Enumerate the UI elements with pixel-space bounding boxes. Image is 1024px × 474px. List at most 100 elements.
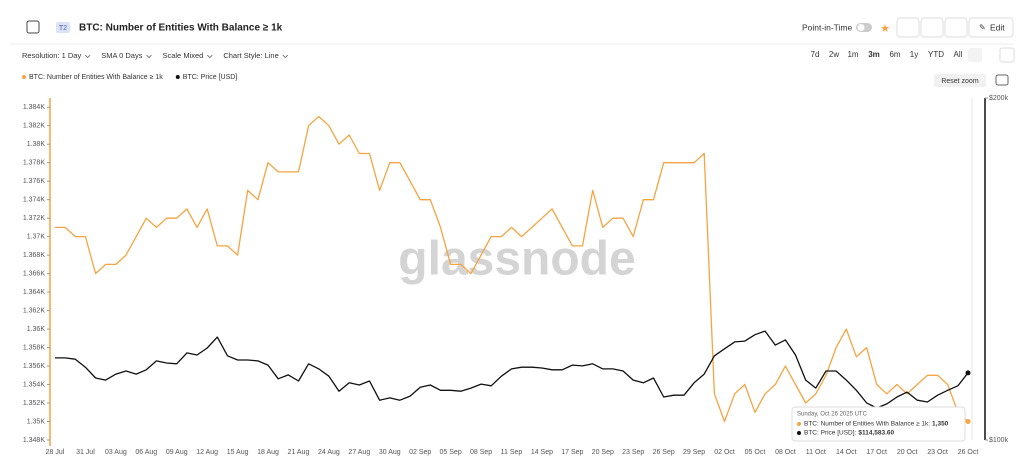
x-tick-label: 24 Aug [318, 449, 340, 456]
x-tick-label: 30 Aug [379, 449, 401, 456]
x-tick-label: 05 Oct [745, 449, 766, 456]
y-tick-label: 1.358K [23, 344, 46, 351]
chevron-icon [207, 54, 213, 59]
hover-point [965, 419, 971, 425]
edit-icon: ✎ [979, 23, 986, 32]
toolbar-control[interactable]: Resolution: 1 Day [22, 51, 81, 60]
x-tick-label: 23 Oct [927, 449, 948, 456]
copy-button[interactable] [944, 17, 968, 38]
sidebar-icon[interactable] [26, 20, 40, 34]
x-tick-label: 15 Aug [227, 449, 249, 456]
tooltip-label: BTC: Number of Entities With Balance ≥ 1… [804, 421, 930, 428]
x-tick-label: 08 Sep [470, 449, 492, 456]
x-tick-label: 29 Sep [683, 449, 705, 456]
x-tick-label: 14 Sep [531, 449, 553, 456]
tooltip-label: BTC: Price [USD]: [804, 430, 857, 437]
y-tick-label: 1.354K [23, 381, 46, 388]
toolbar-control[interactable]: SMA 0 Days [101, 51, 143, 60]
y-tick-label: 1.378K [23, 160, 46, 167]
x-tick-label: 17 Oct [866, 449, 887, 456]
range-button[interactable]: 6m [889, 50, 900, 59]
y-tick-label: 1.352K [23, 400, 46, 407]
tooltip-box [791, 406, 966, 442]
share-button[interactable] [920, 17, 944, 38]
toolbar-control[interactable]: Scale Mixed [162, 51, 203, 60]
badge: T2 [59, 25, 67, 32]
reset-zoom: Reset zoom [941, 78, 979, 85]
y-tick-label: 1.37K [27, 233, 46, 240]
camera-icon[interactable] [995, 74, 1009, 86]
range-button[interactable]: 2w [829, 50, 839, 59]
x-tick-label: 03 Aug [105, 449, 127, 456]
range-button[interactable]: YTD [928, 50, 944, 59]
x-tick-label: 08 Oct [775, 449, 796, 456]
legend-dot [22, 75, 26, 79]
x-tick-label: 02 Sep [409, 449, 431, 456]
range-button[interactable]: 1m [847, 50, 858, 59]
tooltip-dot [797, 422, 801, 426]
chevron-icon [146, 54, 152, 59]
y-tick-label: 1.38K [27, 141, 46, 148]
tooltip-dot [797, 431, 801, 435]
y-tick-label: 1.35K [27, 418, 46, 425]
y-tick-label: 1.374K [23, 197, 46, 204]
x-tick-label: 02 Oct [714, 449, 735, 456]
x-tick-label: 27 Aug [348, 449, 370, 456]
edit-label: Edit [990, 22, 1005, 32]
range-button[interactable]: 7d [811, 50, 820, 59]
x-tick-label: 23 Sep [622, 449, 644, 456]
reset-zoom-bg[interactable] [934, 74, 986, 87]
series-line [55, 115, 969, 423]
x-tick-label: 26 Oct [958, 449, 979, 456]
y2-tick-label: $100k [989, 437, 1009, 444]
y-tick-label: 1.356K [23, 363, 46, 370]
range-button[interactable]: 1y [910, 50, 918, 59]
zoom-select-button[interactable] [968, 48, 982, 62]
tooltip-date: Sunday, Oct 26 2025 UTC [797, 412, 868, 418]
page-title: BTC: Number of Entities With Balance ≥ 1… [79, 23, 283, 34]
badge-bg [56, 22, 70, 33]
x-tick-label: 09 Aug [166, 449, 188, 456]
x-tick-label: 20 Oct [897, 449, 918, 456]
x-tick-label: 28 Jul [46, 449, 65, 456]
y-tick-label: 1.372K [23, 215, 46, 222]
range-button[interactable]: All [954, 50, 963, 59]
watermark: glassnode [398, 233, 635, 286]
toolbar-control[interactable]: Chart Style: Line [223, 51, 278, 60]
range-button[interactable]: 3m [868, 50, 880, 59]
hover-point [965, 370, 971, 376]
x-tick-label: 17 Sep [561, 449, 583, 456]
x-tick-label: 20 Sep [592, 449, 614, 456]
edit-button[interactable] [968, 17, 1014, 38]
y-tick-label: 1.382K [23, 123, 46, 130]
legend-label[interactable]: BTC: Number of Entities With Balance ≥ 1… [29, 74, 163, 81]
toggle-knob [857, 24, 865, 31]
legend-dot [175, 75, 180, 79]
legend-label[interactable]: BTC: Price [USD] [183, 74, 238, 81]
x-tick-label: 05 Sep [440, 449, 462, 456]
chevron-icon [282, 54, 289, 59]
y-tick-label: 1.348K [23, 437, 46, 444]
x-tick-label: 12 Aug [196, 449, 218, 456]
y-tick-label: 1.384K [23, 104, 46, 111]
y2-tick-label: $200k [989, 95, 1009, 102]
series-line [55, 330, 969, 409]
x-tick-label: 06 Aug [135, 449, 157, 456]
x-tick-label: 18 Aug [257, 449, 279, 456]
tooltip-value: $114,583.60 [858, 430, 894, 437]
alert-button[interactable] [896, 17, 920, 38]
x-tick-label: 31 Jul [76, 449, 95, 456]
x-tick-label: 26 Sep [653, 449, 675, 456]
y-tick-label: 1.366K [23, 270, 46, 277]
y-tick-label: 1.368K [23, 252, 46, 259]
x-tick-label: 11 Oct [806, 449, 826, 456]
calendar-button[interactable] [999, 47, 1015, 63]
y-tick-label: 1.362K [23, 307, 46, 314]
x-tick-label: 14 Oct [836, 449, 857, 456]
y-tick-label: 1.364K [23, 289, 46, 296]
point-in-time-label: Point-in-Time [802, 22, 852, 32]
star-icon[interactable]: ★ [880, 23, 890, 35]
